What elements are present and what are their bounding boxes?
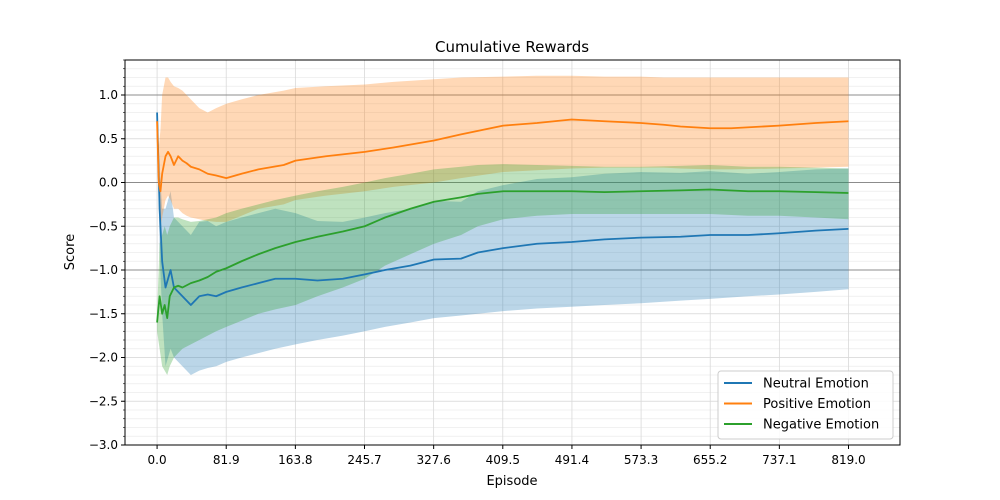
y-tick-label: −2.5 bbox=[89, 394, 118, 408]
x-tick-label: 327.6 bbox=[416, 453, 450, 467]
legend-label: Negative Emotion bbox=[763, 418, 879, 433]
x-axis-label: Episode bbox=[486, 474, 537, 489]
y-tick-label: −0.5 bbox=[89, 219, 118, 233]
x-tick-label: 163.8 bbox=[278, 453, 312, 467]
x-tick-label: 0.0 bbox=[148, 453, 167, 467]
y-tick-label: 1.0 bbox=[99, 88, 118, 102]
confidence-band bbox=[157, 75, 849, 227]
y-tick-label: 0.0 bbox=[99, 176, 118, 190]
x-tick-label: 491.4 bbox=[555, 453, 589, 467]
confidence-band bbox=[157, 164, 849, 375]
series-line bbox=[156, 118, 849, 193]
legend: Neutral Emotion Positive Emotion Negative … bbox=[717, 370, 894, 440]
series-line bbox=[156, 188, 849, 323]
chart-title: Cumulative Rewards bbox=[435, 38, 589, 56]
x-tick-label: 573.3 bbox=[624, 453, 658, 467]
y-axis-label: Score bbox=[63, 234, 78, 270]
x-tick-label: 819.0 bbox=[831, 453, 865, 467]
y-tick-label: 0.5 bbox=[99, 132, 118, 146]
x-tick-label: 409.5 bbox=[486, 453, 520, 467]
confidence-band bbox=[157, 108, 849, 376]
x-tick-label: 655.2 bbox=[693, 453, 727, 467]
y-tick-label: −1.0 bbox=[89, 263, 118, 277]
axes: 0.0 81.9 163.8 245.7 327.6 409.5 491.4 573.3 655… bbox=[89, 59, 866, 467]
confidence-bands bbox=[157, 75, 849, 376]
grid-layer bbox=[125, 59, 900, 446]
x-tick-label: 245.7 bbox=[347, 453, 381, 467]
y-tick-label: −3.0 bbox=[89, 438, 118, 452]
legend-frame bbox=[717, 370, 894, 440]
x-tick-label: 81.9 bbox=[213, 453, 240, 467]
x-tick-label: 737.1 bbox=[762, 453, 796, 467]
y-tick-label: −1.5 bbox=[89, 307, 118, 321]
series-lines bbox=[156, 112, 849, 323]
legend-label: Positive Emotion bbox=[763, 397, 871, 412]
y-tick-label: −2.0 bbox=[89, 351, 118, 365]
legend-label: Neutral Emotion bbox=[763, 377, 869, 392]
